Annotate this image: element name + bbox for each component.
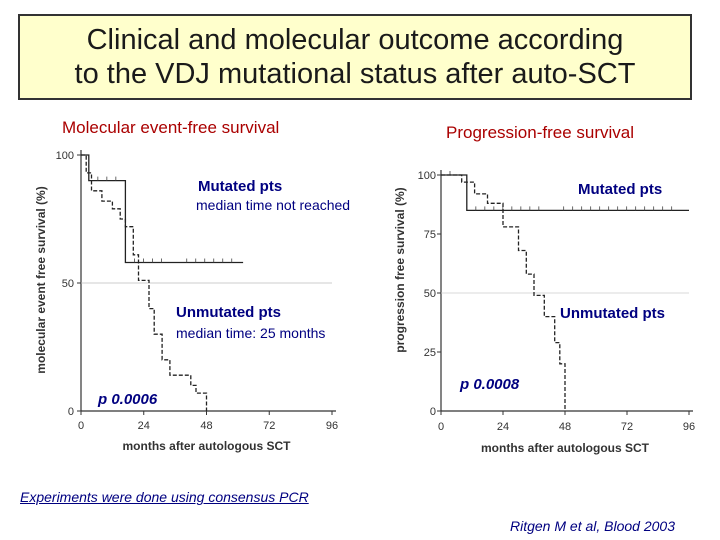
left-x-tick-label: 24 (138, 420, 150, 432)
left-annotation: Mutated pts (198, 178, 282, 195)
left-annotation: median time: 25 months (176, 325, 325, 341)
left-annotation: median time not reached (196, 197, 350, 213)
right-x-axis-label: months after autologous SCT (481, 441, 650, 455)
left-curve-unmutated-pts (81, 154, 208, 411)
left-y-tick-label: 0 (68, 406, 74, 418)
right-y-tick-label: 50 (424, 288, 436, 300)
right-x-tick-label: 0 (438, 421, 444, 433)
right-y-tick-label: 100 (418, 170, 436, 182)
right-annotation: p 0.0008 (459, 376, 520, 393)
footnote: Experiments were done using consensus PC… (20, 489, 309, 505)
left-x-axis-label: months after autologous SCT (123, 439, 292, 453)
left-x-tick-label: 96 (326, 420, 338, 432)
right-y-tick-label: 75 (424, 229, 436, 241)
right-y-axis-label: progression free survival (%) (393, 187, 407, 352)
right-annotation: Unmutated pts (560, 305, 665, 322)
left-x-tick-label: 0 (78, 420, 84, 432)
right-x-tick-label: 48 (559, 421, 571, 433)
left-y-axis-label: molecular event free survival (%) (34, 186, 48, 373)
right-chart-subtitle: Progression-free survival (446, 123, 635, 142)
title-line-2: to the VDJ mutational status after auto-… (74, 58, 636, 90)
left-x-tick-label: 48 (200, 420, 212, 432)
left-x-tick-label: 72 (263, 420, 275, 432)
title-box: Clinical and molecular outcome according… (18, 14, 692, 100)
title-line-1: Clinical and molecular outcome according (86, 24, 624, 56)
left-annotation: Unmutated pts (176, 304, 281, 321)
right-x-tick-label: 24 (497, 421, 509, 433)
right-annotation: Mutated pts (578, 181, 662, 198)
right-x-tick-label: 96 (683, 421, 695, 433)
left-chart-subtitle: Molecular event-free survival (62, 118, 280, 137)
left-annotation: p 0.0006 (97, 391, 158, 408)
left-y-tick-label: 50 (62, 278, 74, 290)
right-x-tick-label: 72 (621, 421, 633, 433)
citation: Ritgen M et al, Blood 2003 (510, 518, 675, 534)
right-y-tick-label: 0 (430, 406, 436, 418)
left-y-tick-label: 100 (56, 150, 74, 162)
right-y-tick-label: 25 (424, 347, 436, 359)
right-curve-unmutated-pts (441, 174, 566, 411)
left-curve-mutated-pts (81, 154, 244, 264)
